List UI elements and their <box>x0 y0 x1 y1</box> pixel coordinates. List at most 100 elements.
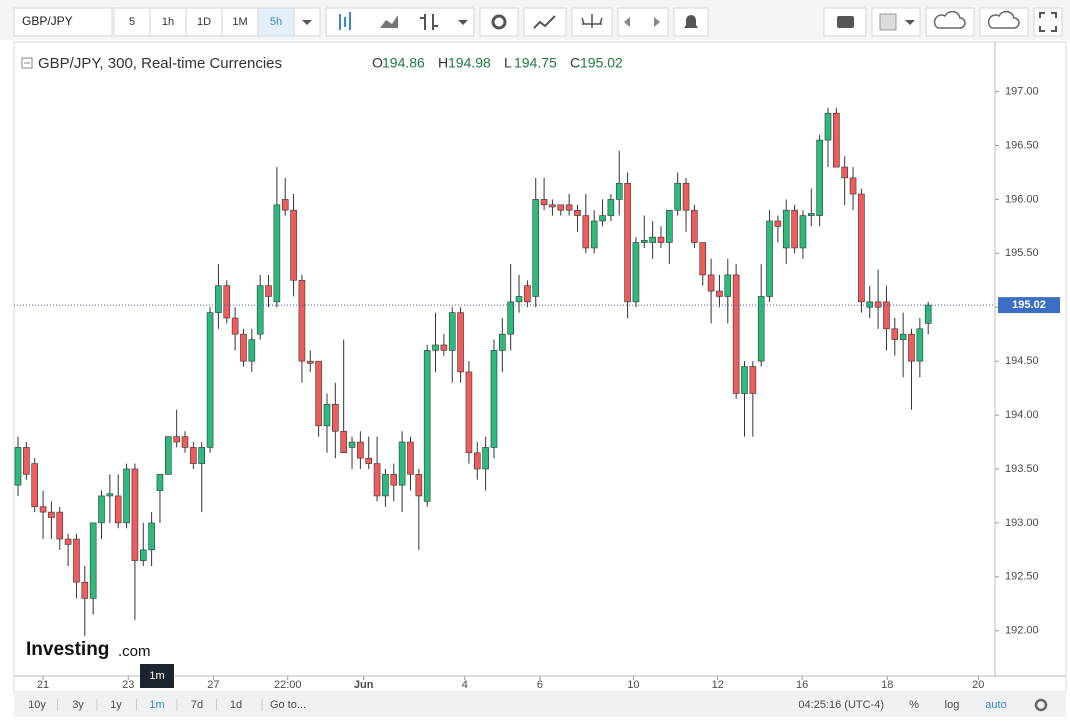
interval-label[interactable]: 5h <box>270 16 282 28</box>
range-button[interactable]: 3y <box>72 699 84 711</box>
clock: 04:25:16 (UTC-4) <box>798 699 884 711</box>
ohlc-key: C <box>570 55 580 71</box>
axis-option[interactable]: % <box>909 699 919 711</box>
indicators-button[interactable] <box>523 7 567 37</box>
candle-body <box>265 285 272 297</box>
candle-body <box>206 312 214 448</box>
x-tick-label: 23 <box>122 679 134 691</box>
candle-body <box>499 333 506 351</box>
candle-body <box>407 441 414 475</box>
candle-body <box>757 296 765 362</box>
candle-body <box>81 581 89 599</box>
candle-body <box>440 344 448 351</box>
candle-body <box>590 220 598 249</box>
interval-button[interactable] <box>257 7 295 37</box>
candle-body <box>866 301 874 308</box>
axis-option[interactable]: log <box>945 699 960 711</box>
y-tick-label: 194.00 <box>1005 409 1039 421</box>
interval-button[interactable] <box>221 7 259 37</box>
candle-body <box>473 452 481 470</box>
fullscreen-icon <box>1039 12 1057 32</box>
tooltip-text: 1m <box>149 670 164 682</box>
candle-body <box>432 344 439 351</box>
candle-body <box>574 209 581 216</box>
interval-label[interactable]: 1h <box>162 16 174 28</box>
candle-body <box>615 182 623 200</box>
symbol-box[interactable] <box>13 7 113 37</box>
symbol-input[interactable]: GBP/JPY <box>22 14 73 28</box>
ohlc-value: 194.98 <box>448 55 491 71</box>
candles-icon[interactable] <box>339 12 351 30</box>
candle-body <box>766 220 773 297</box>
candle-body <box>165 436 172 475</box>
range-button[interactable]: 1y <box>110 699 122 711</box>
ohlc-key: L <box>504 55 512 71</box>
candle-body <box>532 199 540 297</box>
x-tick-label: 4 <box>462 679 468 691</box>
candle-body <box>457 312 464 373</box>
candle-body <box>198 447 206 464</box>
range-button[interactable]: 1d <box>230 699 242 711</box>
candle-body <box>908 333 915 362</box>
y-tick-label: 195.50 <box>1005 247 1039 259</box>
candle-body <box>540 199 548 206</box>
candle-body <box>240 333 247 362</box>
candle-body <box>373 463 381 497</box>
candle-body <box>607 199 615 216</box>
fullscreen-button[interactable] <box>1033 7 1063 37</box>
candle-body <box>306 360 314 364</box>
interval-button[interactable] <box>149 7 187 37</box>
candle-body <box>190 447 197 464</box>
chart-frame <box>13 41 1067 693</box>
candle-body <box>599 215 606 222</box>
candle-body <box>39 506 47 513</box>
candle-body <box>557 204 565 211</box>
candle-body <box>123 468 130 524</box>
candle-body <box>874 301 882 308</box>
candle-body <box>398 441 406 486</box>
candle-body <box>390 474 398 486</box>
axis-option[interactable]: auto <box>985 699 1006 711</box>
bars-icon[interactable] <box>420 14 438 30</box>
candle-body <box>741 366 748 394</box>
compare-icon <box>581 14 603 28</box>
tooltip-box <box>140 664 174 688</box>
candle-body <box>231 317 239 335</box>
compare-button[interactable] <box>571 7 613 37</box>
candle-body <box>632 242 640 303</box>
ohlc-value: 194.86 <box>382 55 425 71</box>
candle-body <box>48 511 55 518</box>
interval-label[interactable]: 1M <box>232 16 247 28</box>
candle-body <box>357 441 364 459</box>
candle-body <box>791 209 798 249</box>
candle-body <box>465 371 473 454</box>
candle-body <box>89 522 97 599</box>
chart-type-group[interactable] <box>325 7 475 37</box>
range-button[interactable]: 10y <box>28 699 46 711</box>
chart-title: GBP/JPY, 300, Real-time Currencies <box>38 55 282 72</box>
settings-button[interactable] <box>479 7 519 37</box>
candle-body <box>624 182 631 303</box>
candle-body <box>139 549 147 561</box>
candle-body <box>924 304 932 324</box>
candle-body <box>298 279 306 362</box>
range-button[interactable]: 7d <box>191 699 203 711</box>
range-button[interactable]: Go to... <box>270 699 306 711</box>
candle-body <box>415 474 423 497</box>
interval-button[interactable] <box>113 7 151 37</box>
candle-body <box>332 403 339 432</box>
candle-body <box>31 463 39 508</box>
collapse-icon[interactable] <box>21 57 33 69</box>
candle-body <box>340 430 347 454</box>
settings-icon[interactable] <box>1034 698 1048 712</box>
candle-body <box>549 204 556 208</box>
area-icon[interactable] <box>380 15 398 28</box>
candle-body <box>382 474 389 497</box>
candle-body <box>816 139 823 216</box>
interval-button[interactable] <box>185 7 223 37</box>
interval-label[interactable]: 1D <box>197 16 211 28</box>
candle-body <box>833 112 840 168</box>
interval-label[interactable]: 5 <box>129 16 135 28</box>
candle-body <box>423 350 431 502</box>
range-button[interactable]: 1m <box>149 699 164 711</box>
